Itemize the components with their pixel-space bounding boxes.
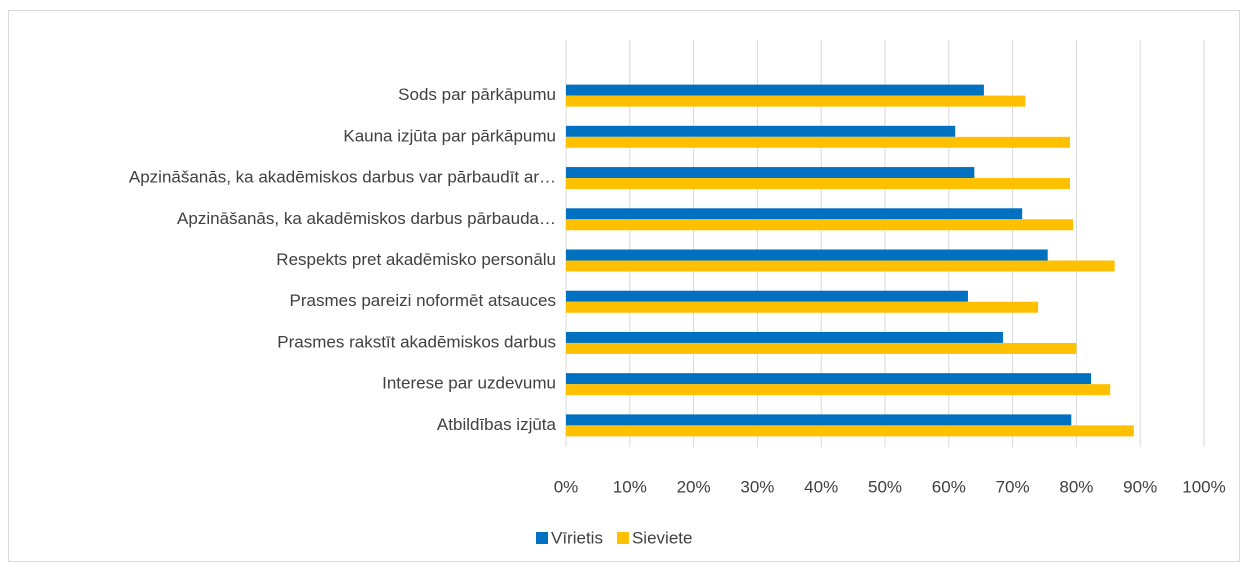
- bar: [566, 249, 1048, 261]
- bar: [566, 290, 968, 302]
- bar: [566, 95, 1026, 107]
- legend-swatch: [536, 532, 548, 544]
- bar: [566, 342, 1077, 354]
- bar: [566, 136, 1071, 148]
- bar: [566, 84, 984, 96]
- x-tick-label: 70%: [996, 477, 1030, 496]
- bar: [566, 219, 1074, 231]
- x-tick-label: 10%: [613, 477, 647, 496]
- legend-label: Sieviete: [632, 528, 692, 547]
- x-tick-label: 20%: [677, 477, 711, 496]
- x-tick-label: 80%: [1059, 477, 1093, 496]
- bar: [566, 384, 1111, 396]
- x-tick-label: 50%: [868, 477, 902, 496]
- y-tick-label: Kauna izjūta par pārkāpumu: [343, 126, 556, 145]
- bar: [566, 178, 1071, 190]
- bar: [566, 125, 956, 137]
- bar: [566, 301, 1039, 313]
- x-tick-label: 40%: [804, 477, 838, 496]
- y-tick-label: Prasmes pareizi noformēt atsauces: [290, 291, 556, 310]
- y-tick-label: Atbildības izjūta: [437, 415, 557, 434]
- legend-label: Vīrietis: [551, 528, 603, 547]
- bar: [566, 208, 1023, 220]
- x-tick-label: 30%: [740, 477, 774, 496]
- y-tick-label: Apzināšanās, ka akadēmiskos darbus pārba…: [177, 209, 556, 228]
- bar: [566, 331, 1004, 343]
- bar: [566, 373, 1092, 385]
- y-tick-label: Prasmes rakstīt akadēmiskos darbus: [277, 332, 556, 351]
- bar: [566, 414, 1072, 426]
- x-tick-label: 60%: [932, 477, 966, 496]
- bar: [566, 167, 975, 179]
- x-tick-label: 90%: [1123, 477, 1157, 496]
- y-tick-label: Respekts pret akadēmisko personālu: [276, 250, 556, 269]
- bar: [566, 425, 1134, 437]
- x-tick-label: 0%: [554, 477, 579, 496]
- y-tick-label: Apzināšanās, ka akadēmiskos darbus var p…: [129, 168, 556, 187]
- y-tick-label: Interese par uzdevumu: [382, 374, 556, 393]
- y-tick-label: Sods par pārkāpumu: [398, 85, 556, 104]
- x-tick-label: 100%: [1182, 477, 1225, 496]
- bar: [566, 260, 1115, 272]
- legend-swatch: [616, 532, 629, 544]
